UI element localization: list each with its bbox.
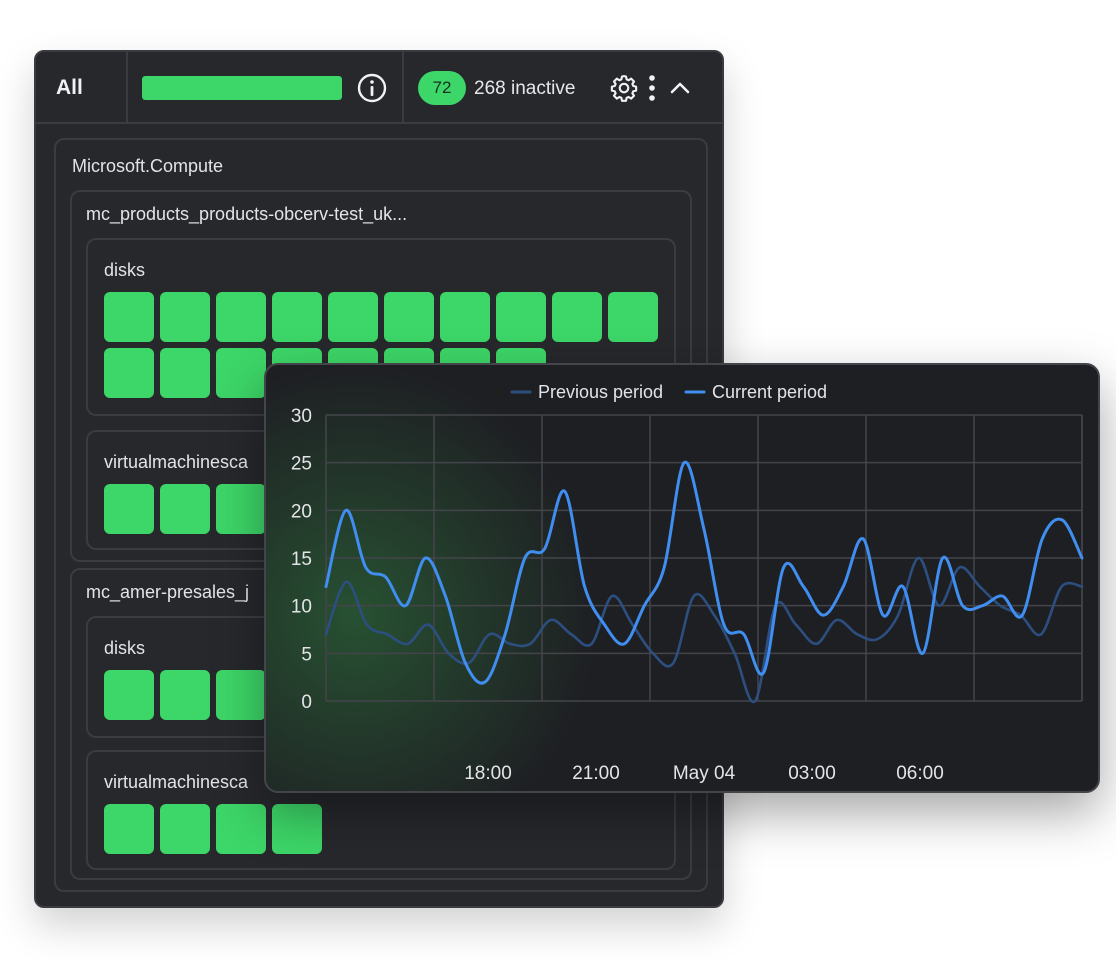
resource-type-label: disks bbox=[104, 260, 146, 280]
y-tick-label: 30 bbox=[291, 406, 312, 427]
resource-tile[interactable] bbox=[384, 292, 434, 342]
resource-tile[interactable] bbox=[216, 804, 266, 854]
resource-type-label: virtualmachinesca bbox=[104, 772, 249, 792]
y-tick-label: 5 bbox=[301, 644, 312, 665]
inactive-count-label: 268 inactive bbox=[474, 78, 576, 99]
resource-type-label: disks bbox=[104, 638, 146, 658]
x-tick-label: May 04 bbox=[673, 763, 736, 784]
line-chart: 0 5 10 15 20 25 30 18:00 21:00 May 04 03:00 06:00 P… bbox=[266, 365, 1084, 791]
resource-tile[interactable] bbox=[160, 804, 210, 854]
metrics-chart-card: 0 5 10 15 20 25 30 18:00 21:00 May 04 03:00 06:00 P… bbox=[264, 363, 1100, 793]
namespace-group: Microsoft.Compute mc_products_products-o… bbox=[54, 138, 708, 892]
active-count-badge: 72 bbox=[418, 71, 466, 105]
background-glow bbox=[266, 365, 596, 791]
legend-label: Previous period bbox=[538, 382, 663, 402]
resource-tile[interactable] bbox=[216, 484, 266, 534]
resource-tile[interactable] bbox=[160, 348, 210, 398]
chart-legend: Previous period Current period bbox=[510, 382, 827, 402]
activity-progress-bar bbox=[142, 76, 342, 100]
x-tick-label: 06:00 bbox=[896, 763, 944, 784]
progress-fill bbox=[142, 76, 342, 100]
previous-period-line bbox=[324, 556, 1084, 704]
x-tick-label: 03:00 bbox=[788, 763, 836, 784]
resource-tile[interactable] bbox=[104, 484, 154, 534]
y-tick-label: 20 bbox=[291, 501, 312, 522]
panel-title: All bbox=[56, 76, 83, 99]
legend-label: Current period bbox=[712, 382, 827, 402]
gear-icon[interactable] bbox=[609, 73, 639, 103]
panel-header: All 72 268 inactive bbox=[36, 52, 722, 124]
resource-group-label: mc_amer-presales_j bbox=[86, 582, 250, 602]
resource-tile[interactable] bbox=[216, 348, 266, 398]
x-tick-label: 18:00 bbox=[464, 763, 512, 784]
resource-tile[interactable] bbox=[216, 292, 266, 342]
resource-tile[interactable] bbox=[328, 292, 378, 342]
resource-tile[interactable] bbox=[104, 348, 154, 398]
info-icon[interactable] bbox=[356, 72, 388, 104]
y-tick-label: 10 bbox=[291, 597, 312, 618]
y-tick-label: 0 bbox=[301, 692, 312, 713]
current-period-line bbox=[324, 460, 1084, 685]
resource-tile[interactable] bbox=[272, 292, 322, 342]
resource-tile[interactable] bbox=[160, 670, 210, 720]
resource-tile[interactable] bbox=[272, 804, 322, 854]
chevron-up-icon[interactable] bbox=[665, 73, 695, 103]
resource-tile[interactable] bbox=[552, 292, 602, 342]
y-tick-label: 15 bbox=[291, 549, 312, 570]
resource-tile[interactable] bbox=[104, 804, 154, 854]
resource-tile[interactable] bbox=[160, 292, 210, 342]
resource-tile[interactable] bbox=[216, 670, 266, 720]
resource-group-label: mc_products_products-obcerv-test_uk... bbox=[86, 204, 408, 224]
x-tick-label: 21:00 bbox=[572, 763, 620, 784]
resource-tile[interactable] bbox=[608, 292, 658, 342]
kebab-menu-icon[interactable] bbox=[645, 73, 659, 103]
resource-type-label: virtualmachinesca bbox=[104, 452, 249, 472]
resource-tile[interactable] bbox=[440, 292, 490, 342]
namespace-label: Microsoft.Compute bbox=[72, 156, 224, 176]
y-tick-label: 25 bbox=[291, 454, 312, 475]
resource-tile[interactable] bbox=[496, 292, 546, 342]
header-divider bbox=[126, 52, 128, 122]
resource-tile[interactable] bbox=[104, 292, 154, 342]
resource-tile[interactable] bbox=[104, 670, 154, 720]
resource-tile[interactable] bbox=[160, 484, 210, 534]
header-divider bbox=[402, 52, 404, 122]
